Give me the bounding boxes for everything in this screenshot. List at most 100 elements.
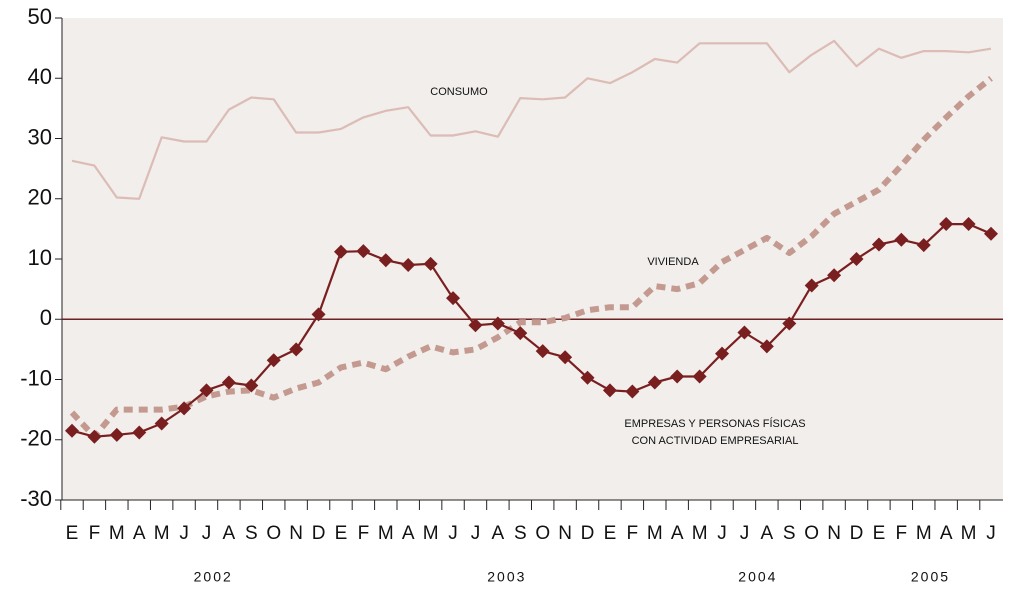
x-tick-label: J [471, 523, 481, 544]
x-tick-label: J [179, 523, 189, 544]
x-tick-label: A [133, 523, 146, 544]
series-line [71, 39, 992, 200]
x-tick-label: O [266, 523, 281, 544]
y-tick-label: 10 [28, 245, 52, 270]
x-tick-label: E [873, 523, 886, 544]
data-point [804, 278, 819, 293]
x-tick-label: E [66, 523, 79, 544]
data-point [849, 252, 864, 266]
data-point [289, 342, 304, 357]
x-tick-label: J [448, 523, 458, 544]
x-tick-label: J [986, 523, 996, 544]
y-tick-label: -10 [20, 365, 52, 390]
x-tick-label: N [827, 523, 841, 544]
x-tick-label: A [223, 523, 236, 544]
data-point [602, 383, 617, 398]
data-point [109, 427, 124, 442]
data-point [715, 346, 730, 361]
data-point [423, 256, 438, 271]
year-label: 2005 [911, 569, 950, 585]
data-point [984, 226, 998, 241]
series-line [69, 75, 993, 440]
y-tick-label: -20 [20, 426, 52, 451]
x-tick-label: M [378, 523, 394, 544]
x-tick-label: D [312, 523, 326, 544]
x-tick-label: M [647, 523, 663, 544]
data-point [378, 253, 393, 268]
x-tick-label: O [804, 523, 819, 544]
series-label: VIVIENDA [647, 256, 699, 268]
x-tick-label: F [358, 523, 370, 544]
year-label: 2004 [738, 569, 777, 585]
data-point [333, 244, 348, 259]
data-point [871, 237, 886, 252]
x-tick-label: D [581, 523, 595, 544]
series-label: EMPRESAS Y PERSONAS FÍSICAS [624, 417, 805, 430]
data-point [939, 217, 954, 232]
data-point [625, 384, 640, 399]
x-tick-label: S [514, 523, 527, 544]
x-tick-label: M [692, 523, 708, 544]
x-tick-label: J [740, 523, 750, 544]
data-point [513, 326, 528, 341]
x-tick-label: A [671, 523, 684, 544]
data-point [177, 401, 192, 416]
x-tick-label: E [604, 523, 617, 544]
data-point [827, 268, 842, 283]
data-point [199, 383, 214, 398]
data-point [670, 369, 685, 384]
data-point [446, 291, 461, 306]
data-point [490, 316, 505, 331]
data-point [759, 339, 774, 354]
data-point [916, 238, 931, 253]
data-point [782, 316, 797, 331]
x-tick-label: J [202, 523, 212, 544]
y-tick-label: 0 [40, 305, 52, 330]
data-point [65, 423, 79, 438]
data-point [266, 353, 281, 368]
x-tick-label: J [717, 523, 727, 544]
y-tick-label: 20 [28, 185, 52, 210]
data-point [647, 375, 662, 390]
data-point [894, 232, 909, 247]
y-tick-label: 40 [28, 64, 52, 89]
x-tick-label: E [335, 523, 348, 544]
data-point [244, 378, 259, 393]
data-point [311, 307, 326, 322]
data-point [535, 344, 550, 359]
data-point [87, 429, 102, 444]
x-tick-label: D [850, 523, 864, 544]
data-point [737, 325, 752, 340]
series-label: CONSUMO [430, 86, 488, 98]
data-point [221, 375, 236, 390]
y-tick-label: 30 [28, 124, 52, 149]
data-point [401, 258, 416, 273]
x-tick-label: N [289, 523, 303, 544]
x-tick-label: S [245, 523, 258, 544]
x-tick-label: A [940, 523, 953, 544]
data-point [154, 416, 169, 431]
x-tick-label: S [783, 523, 796, 544]
y-tick-label: 50 [28, 4, 52, 29]
x-tick-label: A [761, 523, 774, 544]
x-tick-label: M [109, 523, 125, 544]
x-tick-label: F [89, 523, 101, 544]
year-label: 2003 [487, 569, 526, 585]
x-tick-label: A [402, 523, 415, 544]
data-point [692, 369, 707, 384]
x-tick-label: M [154, 523, 170, 544]
year-label: 2002 [194, 569, 233, 585]
x-tick-label: F [896, 523, 908, 544]
data-point [468, 318, 483, 333]
x-tick-label: M [916, 523, 932, 544]
x-tick-label: O [535, 523, 550, 544]
x-tick-label: F [627, 523, 639, 544]
x-tick-label: M [961, 523, 977, 544]
series-label: CON ACTIVIDAD EMPRESARIAL [632, 435, 799, 447]
x-tick-label: A [492, 523, 505, 544]
data-point [580, 370, 595, 385]
data-point [356, 244, 371, 259]
x-tick-label: N [558, 523, 572, 544]
y-tick-label: -30 [20, 486, 52, 511]
